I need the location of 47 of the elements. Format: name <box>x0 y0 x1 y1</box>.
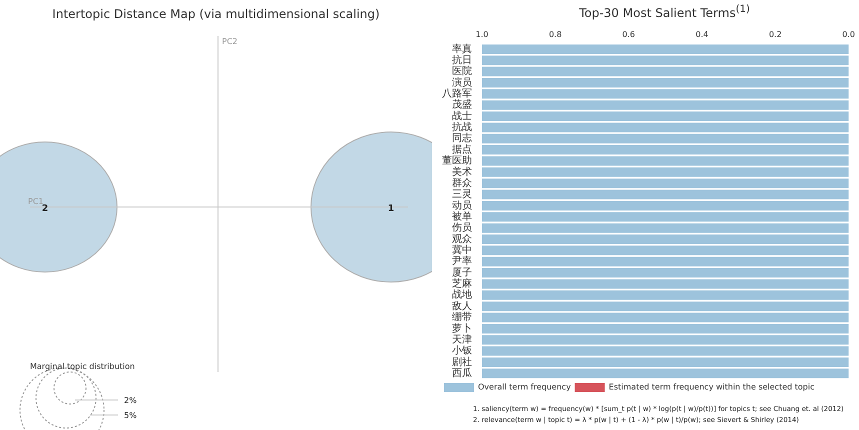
y-tick-label: 被单 <box>452 210 472 222</box>
y-tick-label: 据点 <box>452 143 472 156</box>
y-tick-label: 医院 <box>452 65 472 78</box>
y-tick-label: 萝卜 <box>452 322 472 334</box>
legend-title: Marginal topic distribution <box>30 362 135 371</box>
x-tick-label: 1.0 <box>476 30 488 39</box>
y-tick-label: 观众 <box>452 232 472 245</box>
y-tick-label: 厦子 <box>452 267 472 278</box>
y-tick-label: 剧社 <box>452 356 472 368</box>
y-tick-label: 战地 <box>452 288 472 301</box>
y-tick-label: 茂盛 <box>452 98 472 111</box>
y-tick-label: 西瓜 <box>452 367 472 380</box>
text: 5% <box>124 411 138 420</box>
y-tick-label: 美术 <box>452 166 472 178</box>
text: 1 <box>388 204 394 214</box>
y-tick-label: 绷带 <box>452 311 472 324</box>
x-tick-label: 0.6 <box>622 30 636 39</box>
text: PC2 <box>222 37 238 46</box>
y-tick-label: 抗日 <box>452 54 472 66</box>
text: 2 <box>42 204 48 214</box>
x-tick-label: 0.8 <box>548 30 562 39</box>
y-tick-label: 伤员 <box>452 222 472 234</box>
y-tick-label: 三灵 <box>452 189 472 200</box>
y-tick-label: 尹率 <box>452 255 472 268</box>
y-tick-label: 天津 <box>452 333 472 346</box>
y-tick-label: 动员 <box>452 200 472 212</box>
y-tick-label: 董医助 <box>442 154 472 167</box>
y-tick-label: 小钣 <box>452 344 472 357</box>
y-tick-label: 群众 <box>452 176 472 189</box>
text: 2% <box>124 396 138 405</box>
y-tick-label: 冀中 <box>452 244 472 256</box>
y-tick-label: 同志 <box>452 132 472 144</box>
y-tick-label: 八路军 <box>442 88 472 100</box>
y-tick-label: 率真 <box>452 42 472 55</box>
y-tick-label: 芝麻 <box>452 278 472 290</box>
text: PC1 <box>28 197 44 206</box>
x-tick-label: 0.4 <box>696 30 708 39</box>
x-tick-label: 0.0 <box>842 30 856 39</box>
y-tick-label: 抗战 <box>452 121 472 134</box>
legend-label: Overall term frequency <box>478 382 572 392</box>
legend-label: Estimated term frequency within the selected topic <box>608 382 815 392</box>
y-tick-label: 演员 <box>452 76 472 88</box>
text: Intertopic Distance Map (via multidimensional scaling) <box>52 7 380 21</box>
x-tick-label: 0.2 <box>768 30 782 39</box>
chart-title: Top-30 Most Salient Terms$^{(1)}$ <box>578 4 751 20</box>
y-tick-label: 战士 <box>452 110 472 122</box>
y-tick-label: 敌人 <box>452 300 472 312</box>
